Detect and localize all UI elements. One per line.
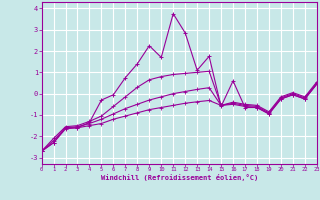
X-axis label: Windchill (Refroidissement éolien,°C): Windchill (Refroidissement éolien,°C) [100,174,258,181]
